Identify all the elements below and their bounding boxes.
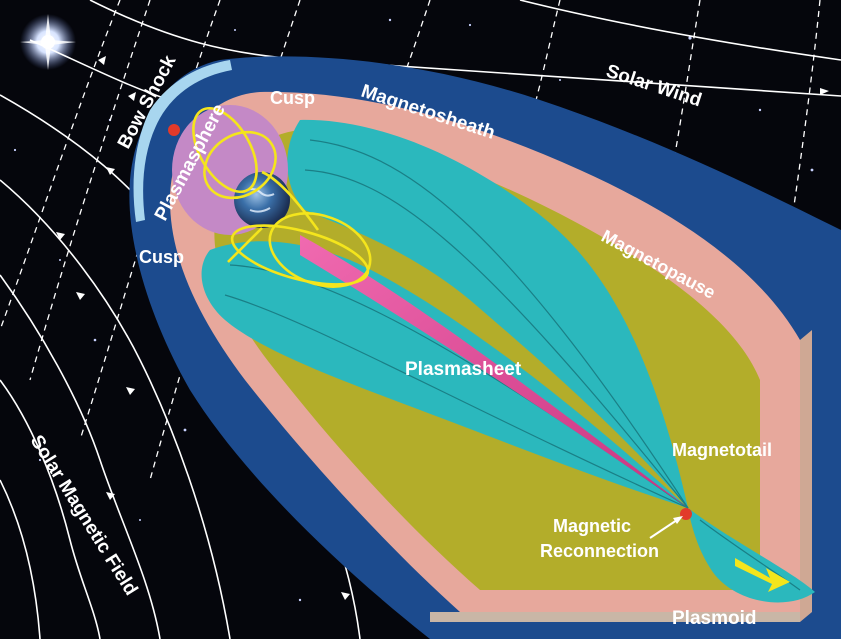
label-plasmasheet: Plasmasheet bbox=[405, 359, 522, 380]
north-lobe bbox=[287, 119, 688, 508]
label-cusp-top: Cusp bbox=[270, 88, 315, 108]
tail-box-side bbox=[800, 330, 812, 622]
label-cusp-bottom: Cusp bbox=[139, 247, 184, 267]
south-lobe bbox=[201, 241, 688, 509]
reconnection-point bbox=[680, 508, 692, 520]
label-magnetic-reconnection-1: Magnetic bbox=[553, 516, 631, 536]
plasmapause-marker bbox=[168, 124, 180, 136]
stars bbox=[13, 18, 822, 621]
label-magnetic-reconnection-2: Reconnection bbox=[540, 541, 659, 561]
tail-box-edge bbox=[430, 612, 800, 622]
bow-shock-arc bbox=[133, 60, 232, 222]
label-magnetotail: Magnetotail bbox=[672, 440, 772, 460]
plasmoid bbox=[688, 508, 815, 603]
sun-icon bbox=[20, 14, 76, 70]
reconnection-pointer-head bbox=[673, 516, 683, 524]
plasmasheet-band bbox=[300, 235, 688, 508]
earth-field-lines bbox=[192, 106, 372, 288]
reconnection-pointer bbox=[649, 517, 681, 539]
label-plasmoid: Plasmoid bbox=[672, 608, 756, 629]
earth-icon bbox=[234, 172, 290, 228]
